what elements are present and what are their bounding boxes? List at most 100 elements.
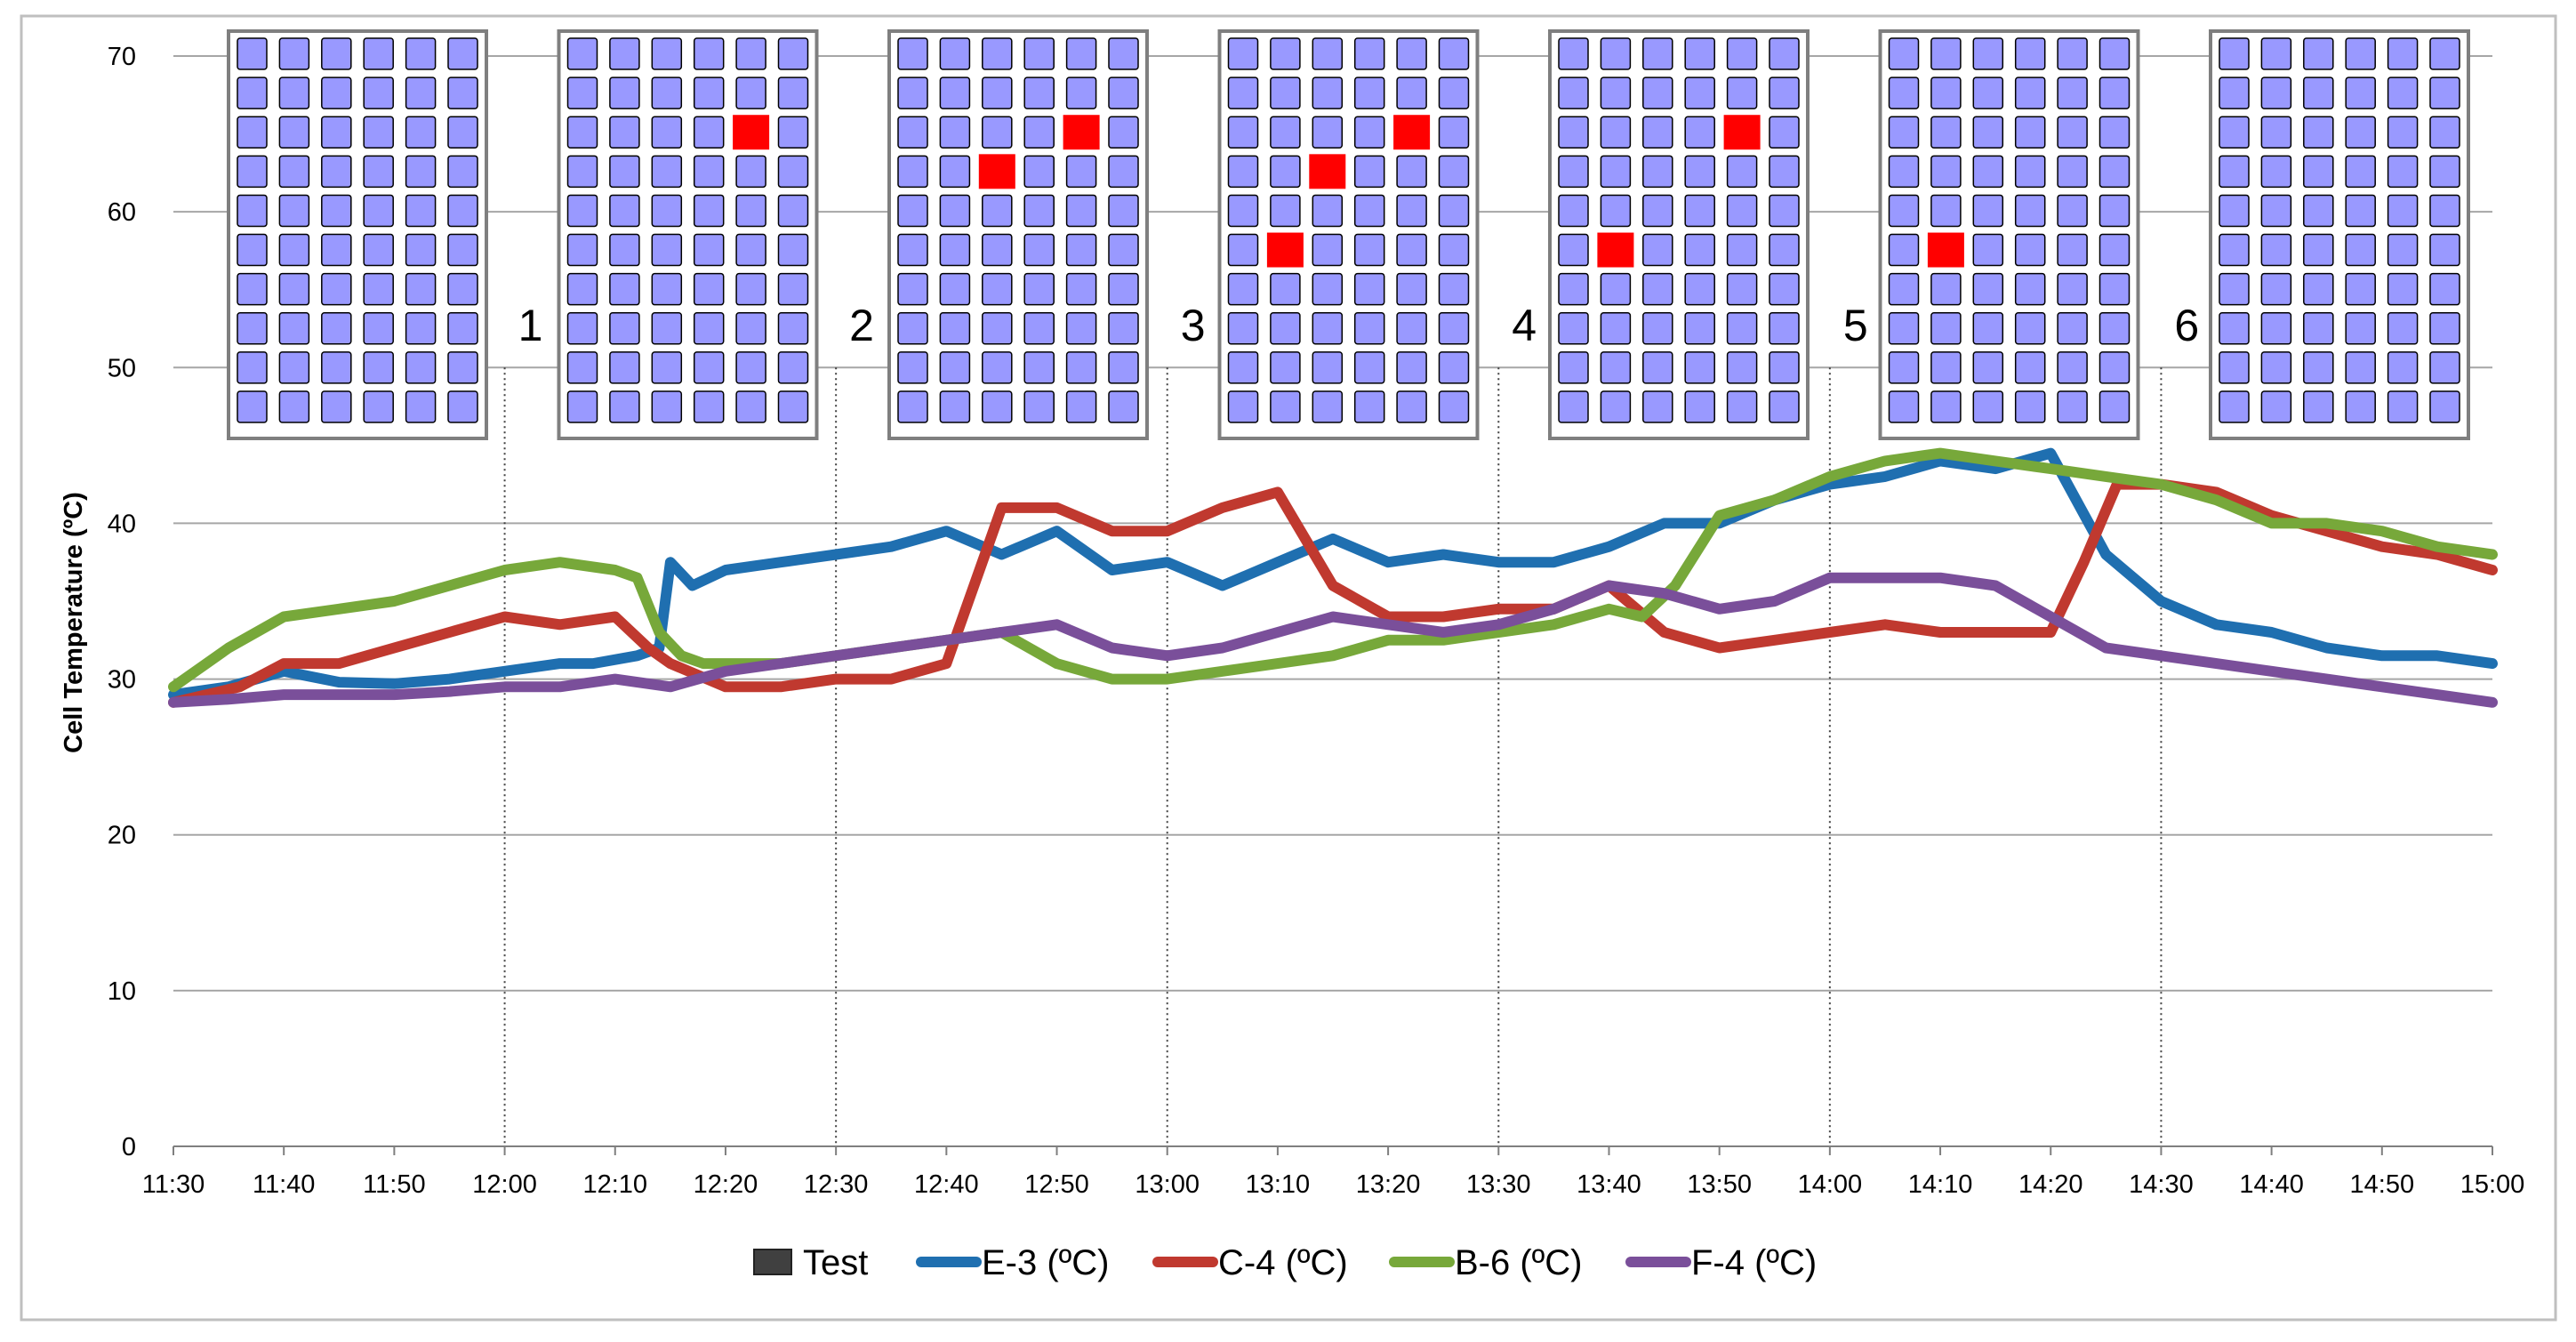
solar-cell	[940, 274, 969, 305]
solar-cell	[448, 38, 477, 69]
x-tick-label: 11:50	[363, 1170, 425, 1199]
solar-cell	[1559, 235, 1588, 266]
solar-cell	[1890, 117, 1919, 148]
solar-cell	[1728, 313, 1757, 344]
solar-cell	[1685, 77, 1714, 108]
solar-cell	[940, 235, 969, 266]
solar-cell	[1312, 38, 1342, 69]
solar-cell	[2016, 77, 2045, 108]
solar-cell	[237, 156, 267, 187]
solar-cell	[1685, 235, 1714, 266]
solar-cell	[610, 391, 639, 422]
solar-cell	[1973, 77, 2002, 108]
solar-cell	[1355, 313, 1384, 344]
solar-cell	[1973, 195, 2002, 226]
solar-cell	[1643, 391, 1673, 422]
x-tick-label: 11:40	[253, 1170, 315, 1199]
solar-cell	[1397, 352, 1426, 383]
x-tick-label: 13:00	[1135, 1170, 1200, 1199]
solar-cell	[940, 156, 969, 187]
solar-cell	[1440, 156, 1469, 187]
solar-cell	[406, 313, 436, 344]
solar-cell	[1769, 117, 1799, 148]
solar-cell	[1973, 352, 2002, 383]
solar-cell	[364, 313, 393, 344]
x-tick-label: 12:30	[804, 1170, 869, 1199]
solar-cell	[1229, 117, 1258, 148]
solar-cell	[237, 195, 267, 226]
solar-cell	[1890, 274, 1919, 305]
solar-cell	[1931, 77, 1961, 108]
solar-cell	[322, 156, 351, 187]
solar-cell	[1728, 195, 1757, 226]
solar-cell	[1890, 77, 1919, 108]
solar-cell	[448, 352, 477, 383]
solar-cell	[279, 38, 309, 69]
solar-cell	[2304, 274, 2333, 305]
solar-cell	[322, 117, 351, 148]
solar-cell	[1685, 38, 1714, 69]
solar-cell	[736, 235, 766, 266]
test-marker-label: 3	[1181, 301, 1206, 350]
solar-cell	[1728, 77, 1757, 108]
solar-cell	[2388, 117, 2418, 148]
solar-cell	[279, 274, 309, 305]
solar-cell	[610, 352, 639, 383]
solar-cell	[2100, 38, 2130, 69]
solar-cell	[2219, 274, 2249, 305]
solar-cell	[1109, 195, 1138, 226]
solar-cell	[2219, 38, 2249, 69]
solar-cell	[1728, 235, 1757, 266]
solar-cell	[2261, 38, 2291, 69]
solar-cell	[568, 117, 598, 148]
solar-cell	[898, 117, 927, 148]
solar-cell	[2304, 352, 2333, 383]
solar-cell	[2219, 117, 2249, 148]
solar-cell	[1973, 38, 2002, 69]
solar-cell	[237, 77, 267, 108]
x-tick-label: 12:40	[914, 1170, 979, 1199]
solar-cell	[279, 77, 309, 108]
solar-cell	[1024, 117, 1054, 148]
solar-cell	[448, 117, 477, 148]
solar-cell	[1271, 77, 1300, 108]
solar-cell	[1109, 391, 1138, 422]
y-tick-label: 30	[108, 666, 136, 695]
solar-cell	[1559, 352, 1588, 383]
solar-cell	[940, 391, 969, 422]
solar-cell	[364, 117, 393, 148]
solar-cell	[1312, 77, 1342, 108]
solar-cell	[2219, 391, 2249, 422]
x-tick-label: 14:30	[2129, 1170, 2194, 1199]
solar-cell	[322, 77, 351, 108]
solar-cell	[2388, 274, 2418, 305]
solar-cell	[406, 77, 436, 108]
solar-cell	[779, 352, 808, 383]
solar-cell	[1931, 38, 1961, 69]
solar-cell	[2346, 195, 2375, 226]
solar-cell	[568, 77, 598, 108]
solar-cell	[940, 77, 969, 108]
solar-cell	[694, 313, 724, 344]
hot-cell	[1267, 233, 1304, 268]
solar-cell	[1559, 117, 1588, 148]
solar-cell	[448, 195, 477, 226]
solar-cell	[448, 235, 477, 266]
solar-cell	[1769, 235, 1799, 266]
x-tick-label: 12:00	[472, 1170, 537, 1199]
solar-cell	[568, 38, 598, 69]
solar-cell	[1271, 391, 1300, 422]
solar-cell	[1931, 156, 1961, 187]
x-tick-label: 13:30	[1466, 1170, 1531, 1199]
solar-cell	[1769, 195, 1799, 226]
solar-cell	[1643, 77, 1673, 108]
solar-cell	[1931, 117, 1961, 148]
solar-cell	[1973, 117, 2002, 148]
solar-cell	[610, 235, 639, 266]
solar-cell	[2261, 117, 2291, 148]
solar-cell	[1643, 156, 1673, 187]
solar-cell	[406, 156, 436, 187]
solar-cell	[1601, 77, 1630, 108]
solar-cell	[1728, 391, 1757, 422]
solar-cell	[1271, 156, 1300, 187]
